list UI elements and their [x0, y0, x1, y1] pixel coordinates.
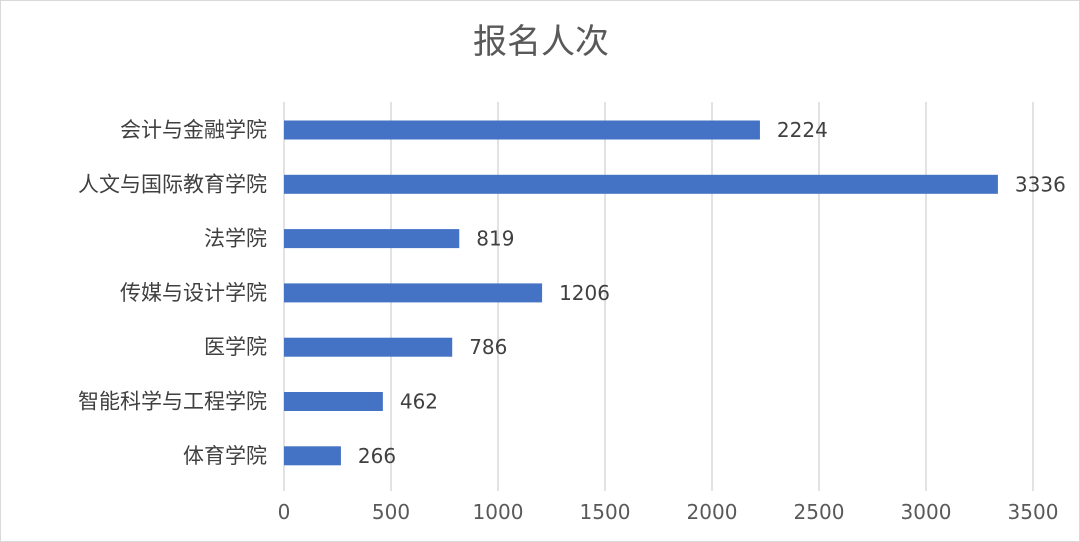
x-tick-label: 3500	[1008, 500, 1059, 524]
x-tick-label: 2000	[687, 500, 738, 524]
bar	[284, 174, 998, 194]
x-tick-label: 0	[278, 500, 291, 524]
bar	[284, 229, 460, 249]
bar	[284, 120, 760, 140]
data-label: 786	[469, 335, 507, 359]
bar	[284, 392, 383, 411]
x-tick-label: 1000	[473, 500, 524, 524]
bar	[284, 446, 341, 466]
data-label: 266	[358, 444, 396, 468]
category-label: 体育学院	[183, 444, 267, 468]
category-label: 医学院	[204, 335, 267, 359]
x-axis-tick-labels: 0 500 1000 1500 2000 2500 3000 3500	[278, 500, 1059, 524]
bar	[284, 337, 453, 357]
category-label: 传媒与设计学院	[120, 281, 267, 305]
x-tick-label: 3000	[901, 500, 952, 524]
x-tick-label: 1500	[580, 500, 631, 524]
data-label: 3336	[1015, 172, 1066, 196]
bar	[284, 283, 543, 303]
data-label: 462	[400, 390, 438, 414]
data-label: 2224	[777, 118, 828, 142]
data-label: 819	[476, 227, 514, 251]
data-labels: 2224 3336 819 1206 786 462 266	[358, 118, 1066, 468]
bars	[284, 120, 998, 466]
x-tick-label: 500	[372, 500, 410, 524]
x-tick-label: 2500	[794, 500, 845, 524]
category-label: 法学院	[204, 227, 267, 251]
chart-title: 报名人次	[473, 22, 609, 62]
category-label: 智能科学与工程学院	[78, 390, 267, 414]
category-label: 人文与国际教育学院	[78, 172, 267, 196]
data-label: 1206	[559, 281, 610, 305]
category-label: 会计与金融学院	[120, 118, 267, 142]
category-labels: 会计与金融学院人文与国际教育学院法学院传媒与设计学院医学院智能科学与工程学院体育…	[78, 118, 267, 468]
